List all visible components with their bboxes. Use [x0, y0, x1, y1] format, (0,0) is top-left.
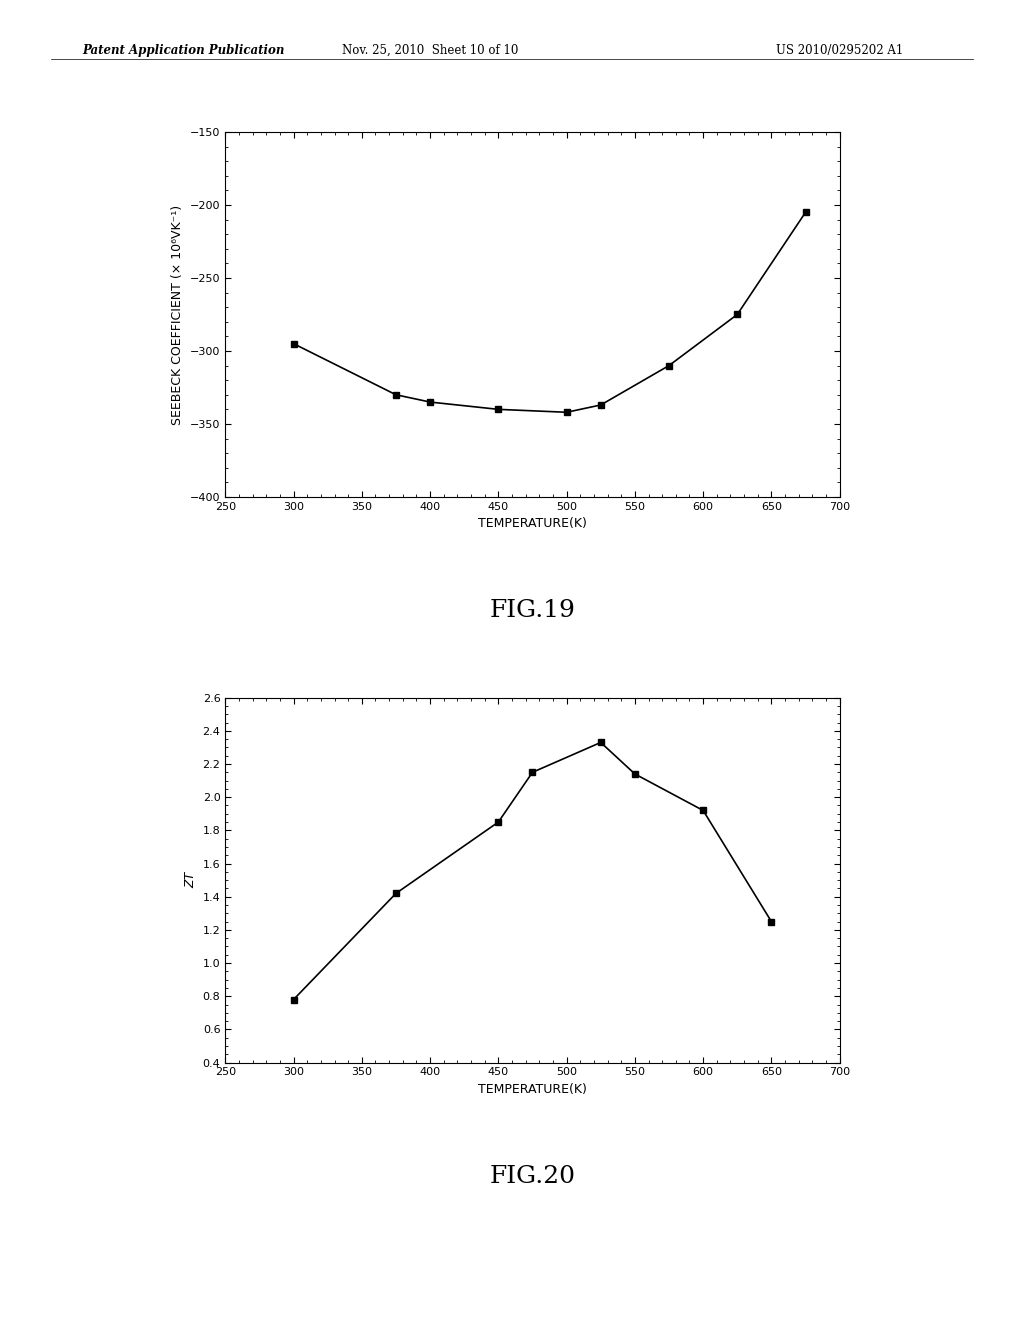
Y-axis label: ZT: ZT — [184, 873, 197, 888]
X-axis label: TEMPERATURE(K): TEMPERATURE(K) — [478, 517, 587, 531]
X-axis label: TEMPERATURE(K): TEMPERATURE(K) — [478, 1082, 587, 1096]
Text: US 2010/0295202 A1: US 2010/0295202 A1 — [776, 44, 903, 57]
Text: Nov. 25, 2010  Sheet 10 of 10: Nov. 25, 2010 Sheet 10 of 10 — [342, 44, 518, 57]
Text: FIG.19: FIG.19 — [489, 599, 575, 622]
Y-axis label: SEEBECK COEFFICIENT (× 10⁶VK⁻¹): SEEBECK COEFFICIENT (× 10⁶VK⁻¹) — [171, 205, 184, 425]
Text: Patent Application Publication: Patent Application Publication — [82, 44, 285, 57]
Text: FIG.20: FIG.20 — [489, 1164, 575, 1188]
